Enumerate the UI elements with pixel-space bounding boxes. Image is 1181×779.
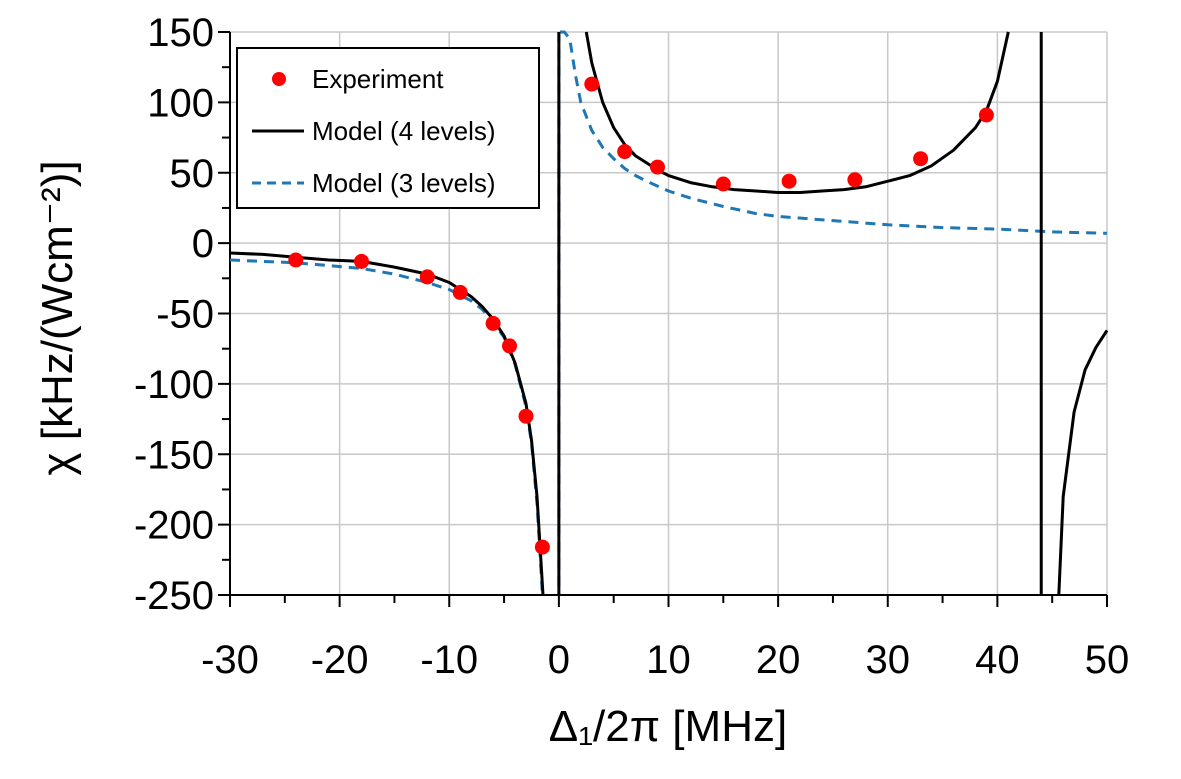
- y-tick-label: -150: [134, 433, 214, 477]
- experiment-point: [617, 144, 633, 160]
- experiment-point: [715, 176, 731, 192]
- x-tick-label: 50: [1085, 638, 1130, 682]
- experiment-point: [485, 315, 501, 331]
- x-tick-label: 0: [548, 638, 570, 682]
- y-tick-label: -200: [134, 504, 214, 548]
- experiment-point: [288, 252, 304, 268]
- experiment-point: [419, 269, 435, 285]
- experiment-point: [534, 539, 550, 555]
- experiment-point: [847, 172, 863, 188]
- experiment-point: [502, 338, 517, 354]
- y-axis-title: χ [kHz/(Wcm⁻²)]: [33, 160, 82, 475]
- x-tick-label: -20: [311, 638, 369, 682]
- experiment-point: [354, 253, 369, 269]
- x-tick-label: 40: [975, 638, 1020, 682]
- series-line-model-3-levels: [560, 30, 1108, 235]
- experiment-point: [452, 284, 468, 300]
- legend: Experiment Model (4 levels) Model (3 lev…: [236, 47, 540, 209]
- x-tick-label: -30: [201, 638, 259, 682]
- experiment-point: [781, 173, 797, 189]
- experiment-point: [650, 159, 665, 175]
- legend-marker-experiment: [272, 72, 286, 86]
- series-line-model-3-levels: [229, 258, 544, 596]
- x-tick-label: 20: [756, 638, 801, 682]
- x-tick-label: -10: [420, 638, 478, 682]
- y-tick-label: 0: [192, 222, 214, 266]
- y-tick-label: -250: [134, 574, 214, 618]
- experiment-point: [518, 408, 534, 424]
- y-tick-label: 150: [147, 11, 214, 55]
- experiment-point: [913, 151, 929, 167]
- y-tick-label: -50: [156, 293, 214, 337]
- axes: [218, 31, 1108, 607]
- y-tick-label: 100: [147, 81, 214, 125]
- y-tick-label: 50: [170, 152, 215, 196]
- legend-label-model-3-levels: Model (3 levels): [312, 168, 496, 198]
- experiment-point: [584, 76, 600, 92]
- x-tick-label: 10: [646, 638, 691, 682]
- series-layer: [229, 30, 1109, 596]
- legend-label-experiment: Experiment: [312, 64, 444, 94]
- legend-box: [236, 47, 540, 209]
- legend-label-model-4-levels: Model (4 levels): [312, 116, 496, 146]
- tick-labels: -30 -20 -10 0 10 20 30 40 50150100500-50-100-150…: [134, 11, 1129, 682]
- series-line-model-4-levels: [1057, 329, 1109, 596]
- y-tick-label: -100: [134, 363, 214, 407]
- x-axis-title: Δ₁/2π [MHz]: [549, 702, 787, 751]
- series-line-model-4-levels: [229, 251, 545, 596]
- experiment-point: [978, 107, 994, 123]
- x-tick-label: 30: [866, 638, 911, 682]
